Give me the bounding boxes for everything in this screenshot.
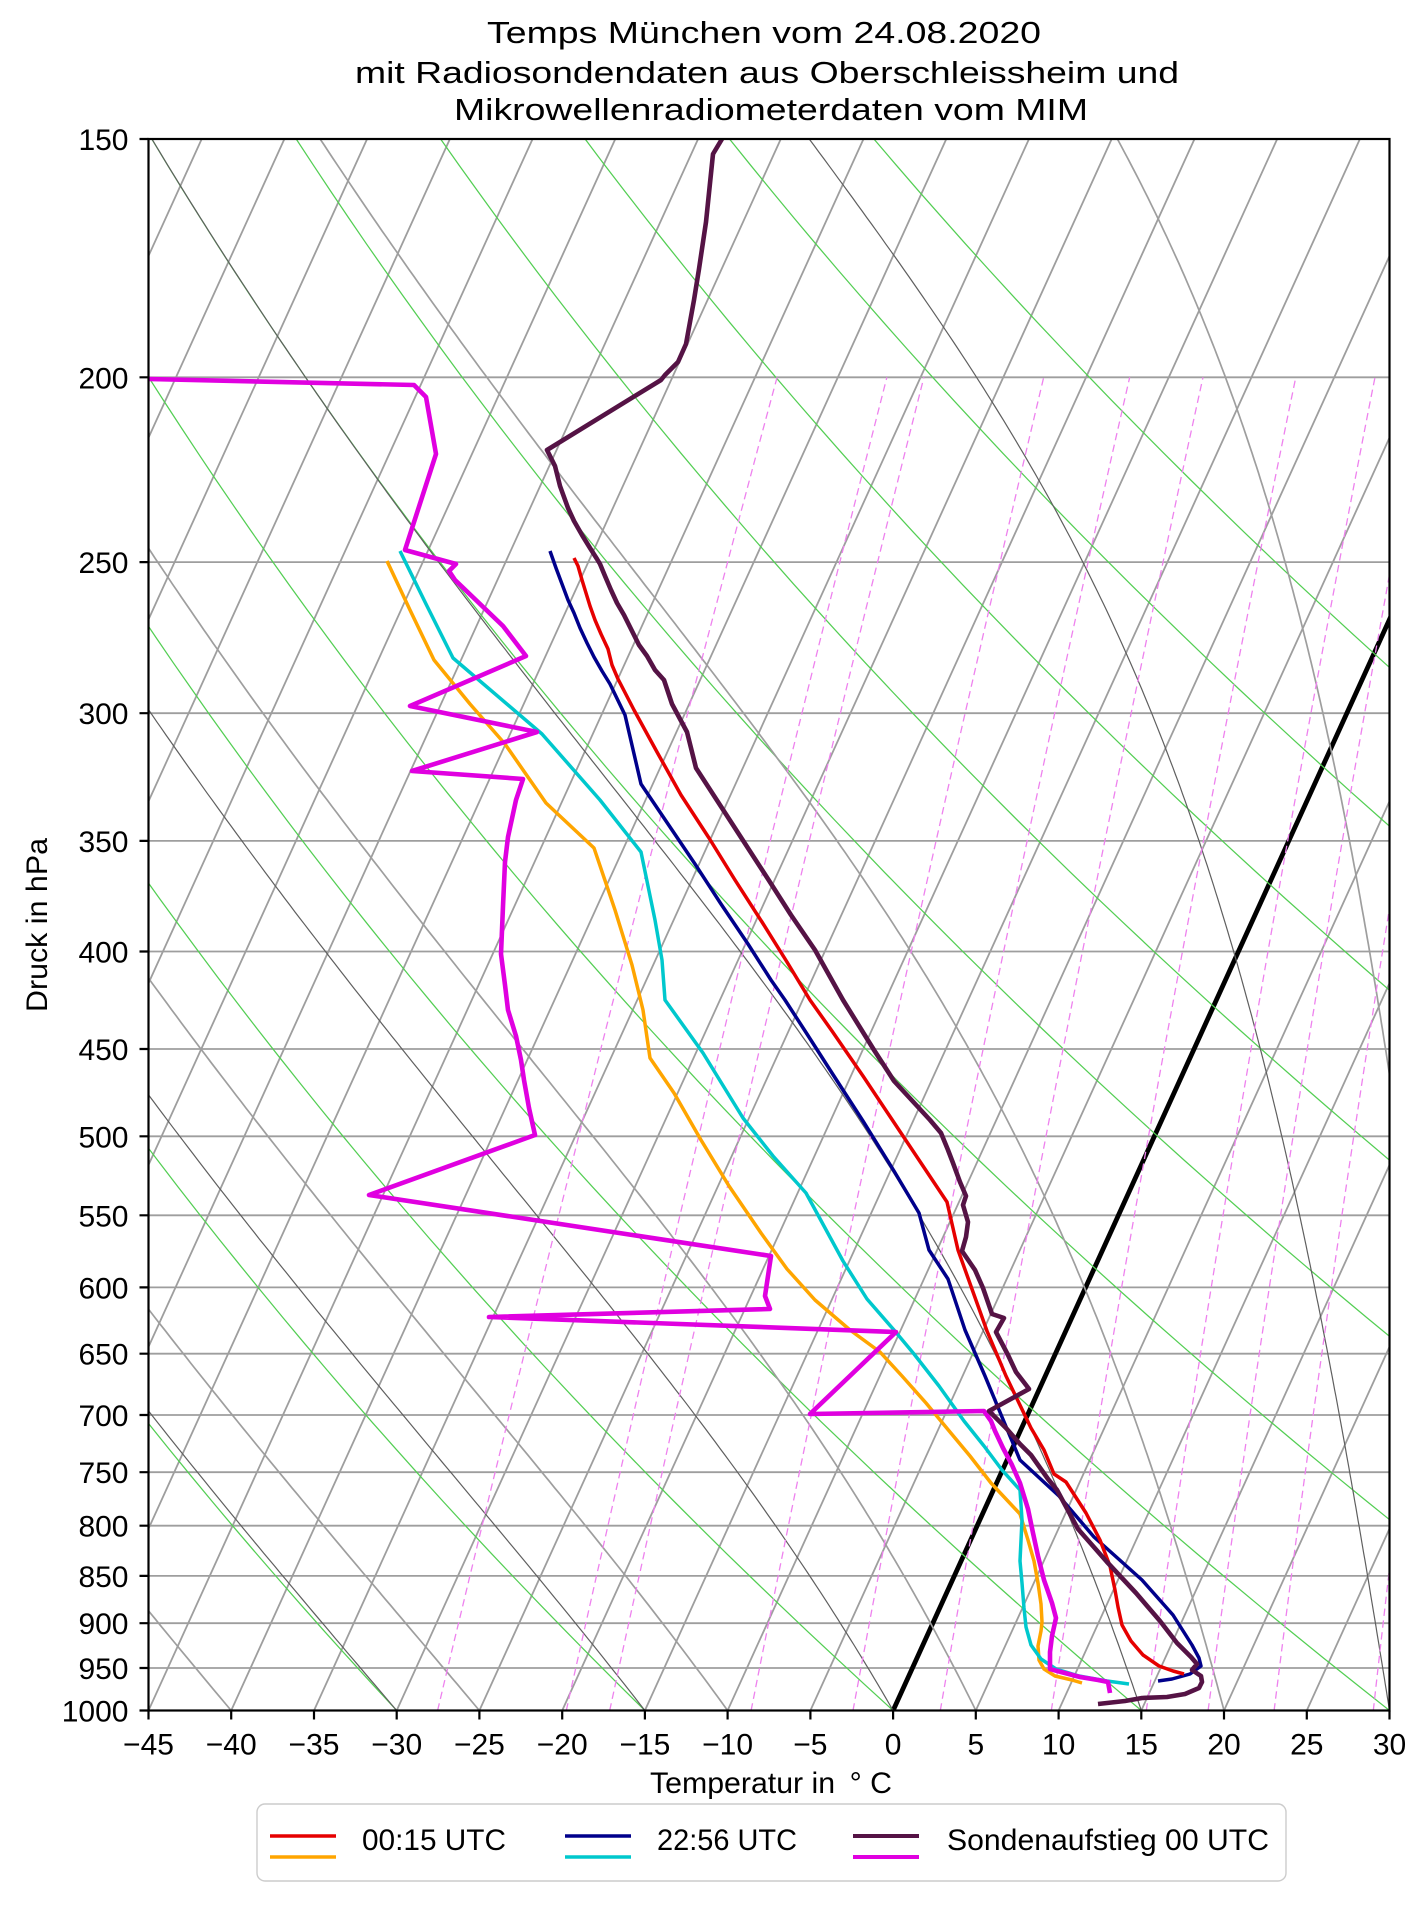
svg-text:450: 450 xyxy=(78,1034,128,1067)
svg-text:550: 550 xyxy=(78,1200,128,1233)
svg-text:−45: −45 xyxy=(123,1729,174,1762)
svg-text:300: 300 xyxy=(78,698,128,731)
svg-text:400: 400 xyxy=(78,937,128,970)
svg-text:10: 10 xyxy=(1042,1729,1075,1762)
svg-text:350: 350 xyxy=(78,826,128,859)
svg-text:600: 600 xyxy=(78,1272,128,1305)
svg-text:−25: −25 xyxy=(454,1729,505,1762)
svg-text:200: 200 xyxy=(78,362,128,395)
svg-text:700: 700 xyxy=(78,1400,128,1433)
svg-text:500: 500 xyxy=(78,1121,128,1154)
svg-text:750: 750 xyxy=(78,1457,128,1490)
svg-text:15: 15 xyxy=(1125,1729,1158,1762)
svg-text:−10: −10 xyxy=(702,1729,753,1762)
svg-text:950: 950 xyxy=(78,1653,128,1686)
svg-text:Temps München vom 24.08.2020: Temps München vom 24.08.2020 xyxy=(487,15,1041,50)
svg-text:Druck in hPa: Druck in hPa xyxy=(21,838,54,1012)
svg-text:1000: 1000 xyxy=(62,1696,129,1729)
svg-text:150: 150 xyxy=(78,124,128,157)
svg-text:−5: −5 xyxy=(793,1729,827,1762)
svg-text:25: 25 xyxy=(1290,1729,1323,1762)
svg-text:250: 250 xyxy=(78,547,128,580)
svg-text:−40: −40 xyxy=(206,1729,257,1762)
svg-text:−30: −30 xyxy=(371,1729,422,1762)
svg-text:0: 0 xyxy=(885,1729,902,1762)
svg-text:800: 800 xyxy=(78,1511,128,1544)
svg-text:850: 850 xyxy=(78,1561,128,1594)
svg-text:Temperatur in ° C: Temperatur in ° C xyxy=(650,1767,892,1800)
svg-text:−15: −15 xyxy=(619,1729,670,1762)
svg-text:650: 650 xyxy=(78,1339,128,1372)
svg-text:5: 5 xyxy=(967,1729,984,1762)
svg-text:Sondenaufstieg 00 UTC: Sondenaufstieg 00 UTC xyxy=(947,1824,1269,1857)
svg-text:900: 900 xyxy=(78,1608,128,1641)
svg-text:−35: −35 xyxy=(289,1729,340,1762)
svg-text:mit Radiosondendaten aus Obers: mit Radiosondendaten aus Oberschleisshei… xyxy=(355,55,1179,90)
svg-text:−20: −20 xyxy=(537,1729,588,1762)
svg-text:20: 20 xyxy=(1207,1729,1240,1762)
svg-text:Mikrowellenradiometerdaten vom: Mikrowellenradiometerdaten vom MIM xyxy=(454,92,1088,127)
svg-text:22:56 UTC: 22:56 UTC xyxy=(657,1824,797,1857)
svg-text:00:15 UTC: 00:15 UTC xyxy=(362,1824,506,1857)
svg-text:30: 30 xyxy=(1373,1729,1406,1762)
